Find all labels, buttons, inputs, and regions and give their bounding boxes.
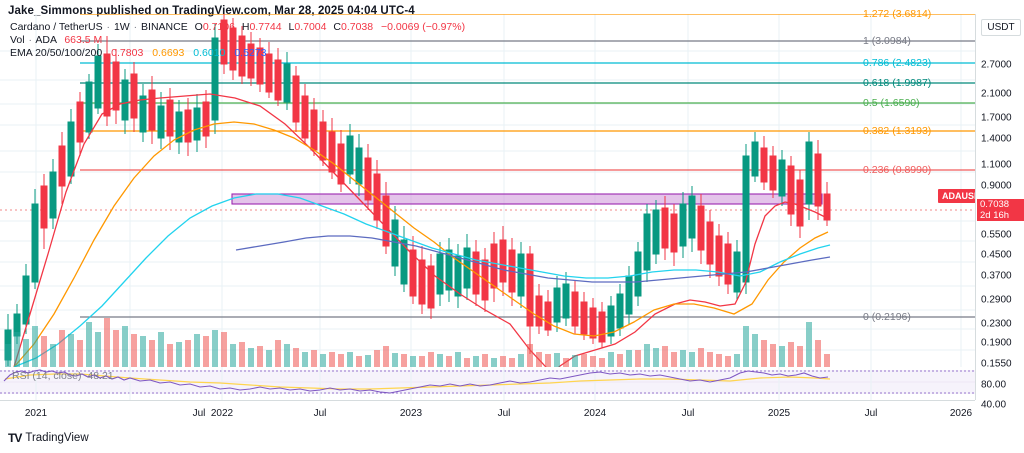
price-tick: 2.1000 xyxy=(981,88,1012,100)
legend-open-value: 0.7106 xyxy=(202,21,235,33)
fib-label-0: 0 (0.2196) xyxy=(863,311,911,323)
price-tick: 0.9000 xyxy=(981,180,1012,192)
ema-50-line xyxy=(13,121,829,367)
time-tick: 2022 xyxy=(210,408,234,419)
legend-close-value: 0.7038 xyxy=(341,21,374,33)
legend-symbol[interactable]: Cardano / TetherUS xyxy=(10,21,103,33)
price-tick: 0.3700 xyxy=(981,270,1012,282)
price-axis[interactable]: USDT 2.7000 2.1000 1.7000 1.4000 1.1000 … xyxy=(975,14,1024,411)
fib-label-1: 1 (3.0984) xyxy=(863,35,911,47)
legend-row-ema: EMA 20/50/100/200 0.7803 0.6693 0.6010 0… xyxy=(10,47,465,60)
legend-ema-title[interactable]: EMA 20/50/100/200 xyxy=(10,47,103,59)
rsi-legend-title: RSI (14, close) xyxy=(12,370,82,382)
candlestick-series xyxy=(4,14,831,366)
support-zone-box xyxy=(231,193,823,205)
rsi-legend-value: 48.21 xyxy=(87,370,114,382)
tradingview-logo-icon: TV xyxy=(8,431,22,445)
ema-20-line xyxy=(13,93,826,367)
fib-label-0786: 0.786 (2.4823) xyxy=(863,57,932,69)
legend-low-label: L xyxy=(288,21,295,33)
current-price-value: 0.7038 xyxy=(980,199,1010,210)
price-tick: 1.1000 xyxy=(981,159,1012,171)
legend-volume-symbol: ADA xyxy=(35,34,57,46)
fib-label-0382: 0.382 (1.3193) xyxy=(863,125,932,137)
legend-high-label: H xyxy=(241,21,250,33)
vertical-gridlines xyxy=(35,14,962,367)
price-tick: 0.4500 xyxy=(981,249,1012,261)
chart-legend: Cardano / TetherUS · 1W · BINANCE O0.710… xyxy=(10,21,465,60)
legend-ema200-value: 0.5273 xyxy=(234,47,267,59)
rsi-line xyxy=(3,369,829,394)
legend-ema100-value: 0.6010 xyxy=(193,47,226,59)
legend-row-symbol: Cardano / TetherUS · 1W · BINANCE O0.710… xyxy=(10,21,466,33)
time-tick: 2025 xyxy=(767,408,791,419)
price-tick: 0.2900 xyxy=(981,294,1012,306)
price-tick: 0.1550 xyxy=(981,358,1012,370)
price-tick: 0.1900 xyxy=(981,337,1012,349)
price-tick: 1.4000 xyxy=(981,133,1012,145)
time-tick: 2021 xyxy=(24,408,48,419)
price-tick: 0.5500 xyxy=(981,229,1012,241)
legend-change-value: −0.0069 (−0.97%) xyxy=(381,21,466,33)
rsi-indicator-pane[interactable] xyxy=(0,367,975,400)
legend-volume-title[interactable]: Vol xyxy=(10,34,25,46)
legend-row-volume: Vol · ADA 663.5 M xyxy=(10,34,103,46)
fib-label-0618: 0.618 (1.9987) xyxy=(863,77,932,89)
volume-bars xyxy=(5,318,830,367)
legend-interval[interactable]: 1W xyxy=(113,21,130,33)
current-price-badge[interactable]: 0.7038 2d 16h xyxy=(977,199,1024,221)
tradingview-wordmark: TradingView xyxy=(25,432,89,444)
legend-open-label: O xyxy=(194,21,203,33)
price-tick: 2.7000 xyxy=(981,59,1012,71)
fib-label-05: 0.5 (1.6590) xyxy=(863,97,920,109)
legend-close-label: C xyxy=(333,21,341,33)
fib-label-1272: 1.272 (3.6814) xyxy=(863,8,932,20)
time-tick: 2026 xyxy=(949,408,973,419)
time-tick: 2023 xyxy=(399,408,423,419)
time-tick: Jul xyxy=(681,408,695,419)
price-axis-currency-unit[interactable]: USDT xyxy=(981,19,1021,36)
legend-volume-value: 663.5 M xyxy=(64,34,103,46)
legend-ema50-value: 0.6693 xyxy=(152,47,185,59)
legend-low-value: 0.7004 xyxy=(294,21,327,33)
ema-200-line xyxy=(235,235,831,283)
price-chart-pane[interactable] xyxy=(0,14,975,367)
rsi-scale-tick: 40.00 xyxy=(981,399,1007,411)
price-tick: 0.2300 xyxy=(981,318,1012,330)
time-tick: 2024 xyxy=(583,408,607,419)
legend-high-value: 0.7744 xyxy=(249,21,282,33)
rsi-legend-row: RSI (14, close) 48.21 xyxy=(12,370,114,383)
fib-label-0236: 0.236 (0.8990) xyxy=(863,164,932,176)
price-tick: 1.7000 xyxy=(981,112,1012,124)
price-chart-svg xyxy=(0,14,975,367)
time-tick: Jul xyxy=(864,408,878,419)
rsi-scale-tick: 80.00 xyxy=(981,379,1007,391)
legend-exchange: BINANCE xyxy=(141,21,188,33)
legend-ema20-value: 0.7803 xyxy=(111,47,144,59)
rsi-chart-svg xyxy=(0,367,975,400)
bar-countdown: 2d 16h xyxy=(980,209,1010,221)
time-tick: Jul xyxy=(192,408,206,419)
ema-100-line xyxy=(13,193,831,367)
time-tick: Jul xyxy=(313,408,327,419)
tradingview-footer: TV TradingView xyxy=(8,431,89,445)
time-tick: Jul xyxy=(497,408,511,419)
time-axis[interactable]: 2021 Jul 2022 Jul 2023 Jul 2024 Jul 2025… xyxy=(0,400,975,426)
